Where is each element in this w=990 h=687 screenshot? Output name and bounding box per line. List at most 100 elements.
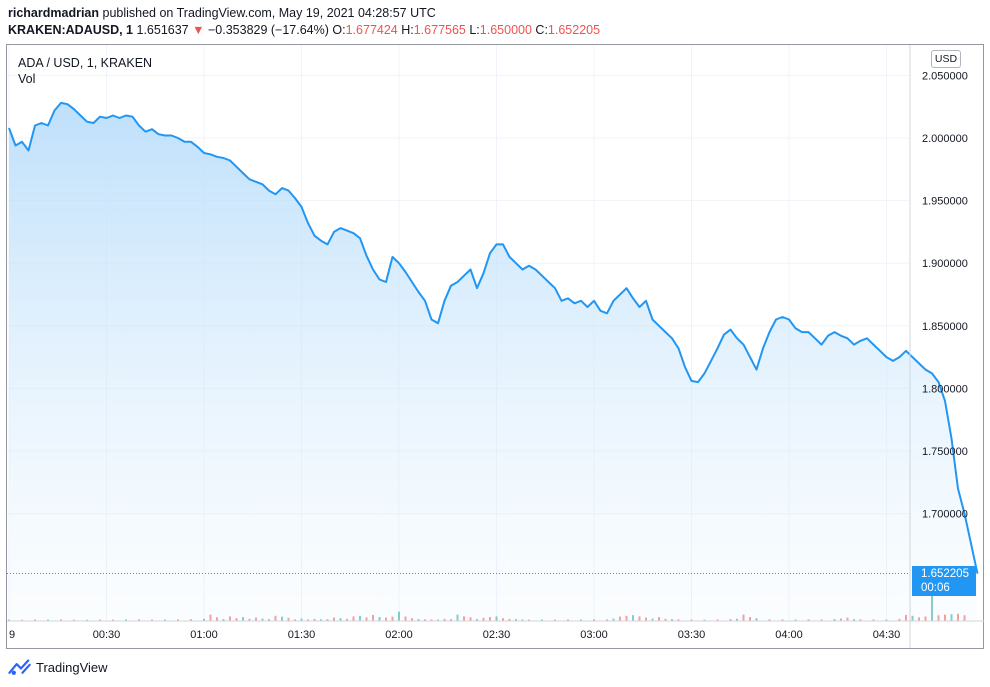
volume-bar bbox=[203, 618, 205, 621]
volume-bar bbox=[385, 617, 387, 621]
volume-bar bbox=[417, 619, 420, 621]
volume-bar bbox=[190, 619, 192, 621]
volume-bar bbox=[34, 619, 36, 621]
volume-bar bbox=[60, 619, 62, 621]
volume-bar bbox=[281, 616, 283, 621]
volume-bar bbox=[957, 613, 959, 621]
volume-bar bbox=[151, 619, 153, 621]
volume-bar bbox=[404, 616, 407, 621]
currency-badge[interactable]: USD bbox=[931, 50, 961, 68]
volume-legend[interactable]: Vol bbox=[18, 72, 36, 86]
volume-bar bbox=[112, 619, 114, 621]
volume-bar bbox=[567, 619, 569, 621]
last-price-tag: 1.652205 00:06 bbox=[912, 566, 976, 596]
price-line bbox=[8, 101, 979, 574]
volume-bar bbox=[872, 619, 875, 621]
chart-legend-title[interactable]: ADA / USD, 1, KRAKEN bbox=[18, 56, 153, 70]
x-tick-label: 9 bbox=[9, 629, 15, 641]
volume-bar bbox=[222, 619, 225, 621]
volume-bar bbox=[378, 617, 381, 621]
x-tick-label: 04:00 bbox=[775, 629, 803, 641]
volume-bar bbox=[398, 611, 400, 621]
volume-bar bbox=[437, 619, 439, 621]
down-arrow-icon: ▼ bbox=[192, 23, 205, 37]
volume-bar bbox=[177, 619, 179, 621]
volume-bar bbox=[333, 617, 335, 621]
volume-bar bbox=[677, 619, 680, 621]
volume-bar bbox=[846, 617, 849, 621]
volume-bar bbox=[508, 618, 511, 621]
volume-bar bbox=[593, 619, 595, 621]
publication-header: richardmadrian published on TradingView.… bbox=[0, 0, 990, 44]
chart-frame bbox=[6, 44, 984, 649]
volume-bar bbox=[580, 619, 582, 621]
volume-bar bbox=[255, 617, 257, 621]
volume-bar bbox=[651, 618, 654, 621]
volume-bar bbox=[554, 619, 556, 621]
volume-layer bbox=[8, 581, 966, 621]
volume-bar bbox=[242, 617, 244, 621]
volume-bar bbox=[736, 618, 738, 621]
volume-bar bbox=[125, 619, 127, 621]
volume-bar bbox=[658, 617, 660, 621]
tradingview-brand[interactable]: TradingView bbox=[36, 660, 108, 675]
volume-bar bbox=[638, 616, 641, 621]
volume-bar bbox=[489, 617, 491, 621]
high-label: H: bbox=[401, 23, 414, 37]
volume-bar bbox=[502, 618, 504, 621]
y-tick-label: 2.000000 bbox=[922, 133, 968, 145]
volume-bar bbox=[209, 614, 212, 621]
volume-bar bbox=[612, 618, 615, 621]
volume-bar bbox=[840, 618, 842, 621]
price-change: −0.353829 (−17.64%) bbox=[207, 23, 329, 37]
volume-bar bbox=[937, 615, 940, 621]
y-tick-label: 1.700000 bbox=[922, 509, 968, 521]
last-price-tag-value: 1.652205 bbox=[921, 568, 969, 580]
volume-bar bbox=[365, 617, 368, 621]
x-tick-label: 02:30 bbox=[483, 629, 511, 641]
y-tick-label: 1.950000 bbox=[922, 196, 968, 208]
volume-bar bbox=[963, 615, 966, 621]
volume-bar bbox=[820, 619, 823, 621]
x-tick-label: 02:00 bbox=[385, 629, 413, 641]
axis-layer: 2.050000 2.000000 1.950000 1.900000 1.850000… bbox=[7, 45, 984, 648]
volume-bar bbox=[859, 619, 862, 621]
volume-bar bbox=[326, 619, 329, 621]
volume-bar bbox=[690, 619, 693, 621]
close-value: 1.652205 bbox=[547, 23, 601, 37]
volume-bar bbox=[521, 619, 524, 621]
volume-bar bbox=[768, 619, 771, 621]
open-value: 1.677424 bbox=[345, 23, 398, 37]
volume-bar bbox=[430, 619, 433, 621]
volume-bar bbox=[21, 619, 23, 621]
low-value: 1.650000 bbox=[479, 23, 532, 37]
volume-bar bbox=[632, 615, 634, 621]
volume-bar bbox=[391, 616, 394, 621]
volume-bar bbox=[606, 619, 608, 621]
volume-bar bbox=[99, 619, 101, 621]
volume-bar bbox=[924, 616, 927, 621]
volume-bar bbox=[411, 618, 413, 621]
volume-bar bbox=[261, 618, 264, 621]
volume-bar bbox=[235, 618, 238, 621]
y-tick-label: 1.800000 bbox=[922, 383, 968, 395]
volume-bar bbox=[664, 618, 667, 621]
x-tick-label: 00:30 bbox=[93, 629, 121, 641]
y-tick-label: 2.050000 bbox=[922, 70, 968, 82]
volume-bar bbox=[619, 616, 621, 621]
volume-bar bbox=[287, 617, 290, 621]
x-tick-label: 01:30 bbox=[288, 629, 316, 641]
volume-bar bbox=[469, 617, 472, 621]
volume-bar bbox=[703, 619, 706, 621]
close-label: C: bbox=[535, 23, 548, 37]
volume-bar bbox=[47, 619, 49, 621]
author-name[interactable]: richardmadrian bbox=[8, 6, 100, 20]
volume-bar bbox=[911, 615, 914, 621]
volume-bar bbox=[918, 617, 920, 621]
x-tick-label: 03:00 bbox=[580, 629, 608, 641]
volume-bar bbox=[645, 617, 647, 621]
volume-bar bbox=[138, 619, 140, 621]
high-value: 1.677565 bbox=[413, 23, 466, 37]
volume-bar bbox=[248, 618, 251, 621]
